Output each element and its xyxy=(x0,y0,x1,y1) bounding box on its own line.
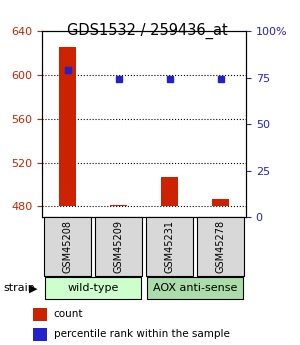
Bar xyxy=(95,217,142,276)
Text: strain: strain xyxy=(3,283,35,293)
Bar xyxy=(58,48,76,206)
Text: GSM45231: GSM45231 xyxy=(164,220,175,273)
Text: ▶: ▶ xyxy=(28,284,37,294)
Bar xyxy=(33,308,47,321)
Text: GSM45209: GSM45209 xyxy=(113,220,124,273)
Bar xyxy=(197,217,244,276)
Bar xyxy=(160,177,178,206)
Bar xyxy=(44,217,91,276)
Bar xyxy=(110,205,128,206)
Text: GSM45278: GSM45278 xyxy=(215,220,226,273)
Text: wild-type: wild-type xyxy=(67,283,119,293)
Bar xyxy=(45,277,142,299)
Text: GSM45208: GSM45208 xyxy=(62,220,73,273)
Bar xyxy=(146,217,193,276)
Text: GDS1532 / 259436_at: GDS1532 / 259436_at xyxy=(67,22,227,39)
Text: AOX anti-sense: AOX anti-sense xyxy=(153,283,237,293)
Bar xyxy=(33,328,47,341)
Bar xyxy=(147,277,244,299)
Text: count: count xyxy=(54,309,83,319)
Text: percentile rank within the sample: percentile rank within the sample xyxy=(54,329,230,339)
Bar xyxy=(212,199,230,206)
